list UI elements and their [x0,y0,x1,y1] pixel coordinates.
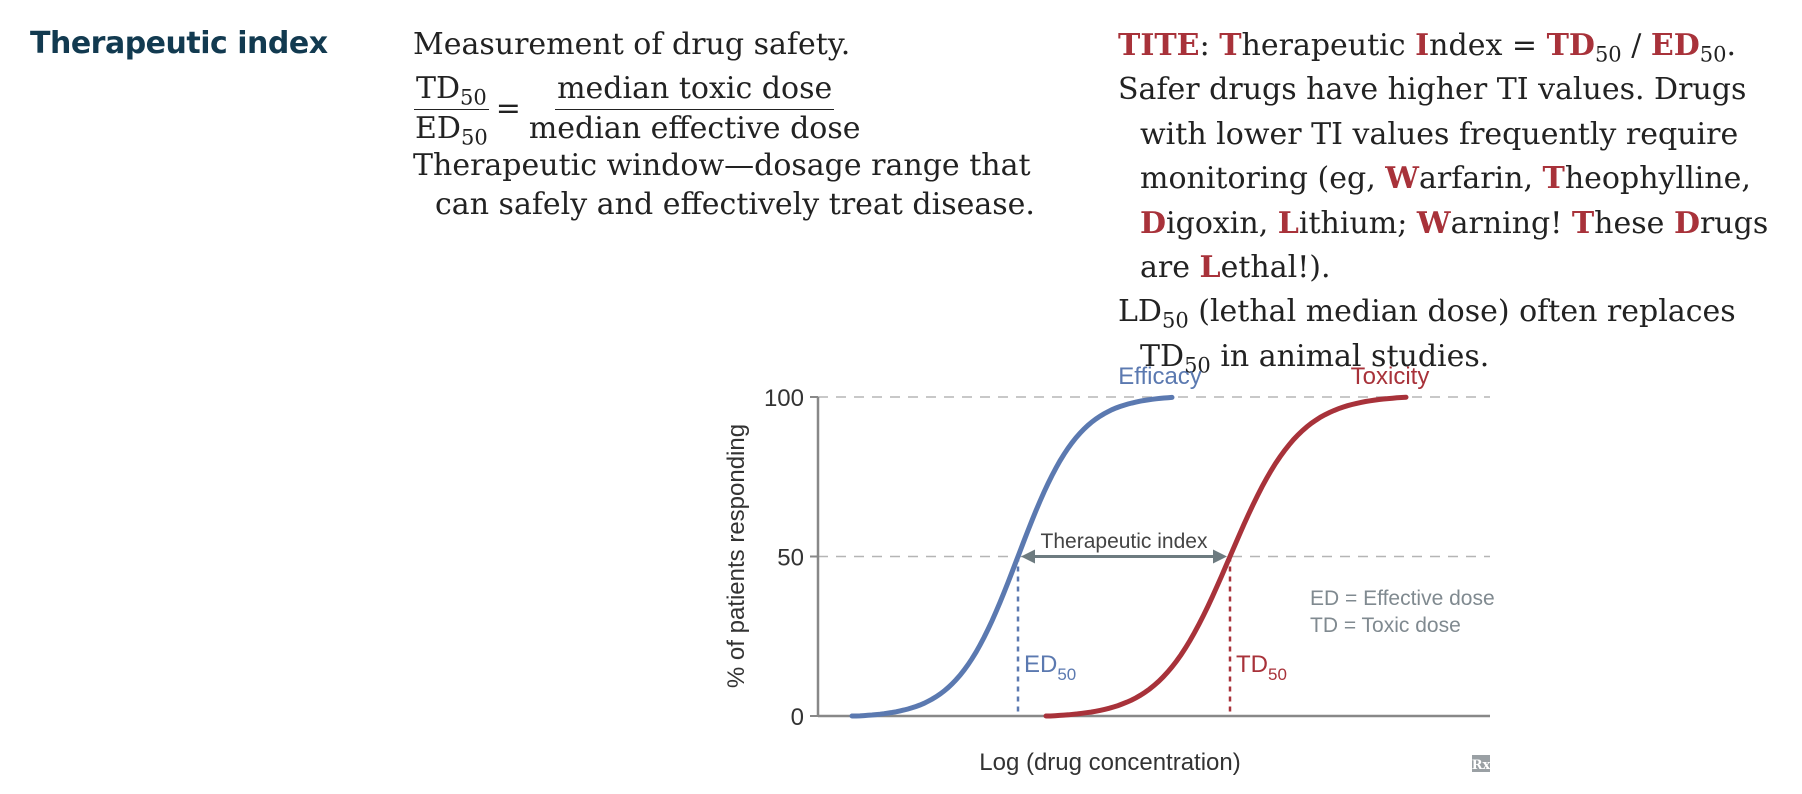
td-symbol: TD [1547,28,1595,63]
text-span: : [1199,28,1220,63]
highlight-letter: I [1415,28,1430,63]
highlight-letter: D [1140,205,1167,241]
curve-efficacy [849,394,1175,719]
dose-fraction: median toxic dose median effective dose [527,71,863,146]
highlight-letter: T [1219,28,1242,63]
ld50-text: LD50 (lethal median dose) often replaces… [1118,290,1798,379]
mnemonic-column: TITE: Therapeutic Index = TD50 / ED50. S… [1118,24,1798,379]
ld-subscript: 50 [1161,308,1189,333]
legend-toxic-dose: TD = Toxic dose [1310,614,1461,637]
td-ed-fraction: TD50 ED50 [413,71,490,149]
text-span: (lethal median dose) often replaces TD [1140,294,1736,374]
midpoint-label-toxicity: TD50 [1236,651,1287,684]
ed-text: ED [1650,28,1700,63]
tite-acronym: TITE [1118,28,1200,63]
series-label-efficacy: Efficacy [1118,363,1202,390]
section-heading: Therapeutic index [30,26,328,61]
text-span: ndex = [1429,28,1547,63]
text-span: arfarin, [1418,161,1543,197]
midpoint-markers: ED50 TD50 [1016,556,1287,716]
td-subscript: 50 [1184,353,1211,378]
legend-effective-dose: ED = Effective dose [1310,587,1495,610]
midpoint-subscript: 50 [1057,665,1076,684]
y-tick-labels: 0 50 100 [764,385,818,731]
td-symbol: TD [415,71,460,106]
chart-grid [818,396,1490,558]
ed-symbol: ED [415,110,461,146]
fraction-numerator: TD50 [413,71,489,110]
text-span: heophylline, [1564,161,1751,197]
therapeutic-index-label: Therapeutic index [1041,530,1208,553]
y-tick-100: 100 [764,385,804,412]
safer-drugs-text: Safer drugs have higher TI values. Drugs… [1118,68,1798,290]
ti-arrow-head-left [1021,549,1035,564]
highlight-letter: W [1416,205,1451,241]
rx-logo [1472,755,1490,772]
y-tick-0: 0 [791,704,804,731]
ed-symbol: ED [1651,28,1700,63]
td-subscript: 50 [1594,42,1622,67]
highlight-letter: L [1277,205,1299,241]
ed-subscript: 50 [460,124,488,149]
therapeutic-window-text: Therapeutic window—dosage range that can… [413,148,1035,222]
highlight-letter: T [1571,205,1595,241]
text-span: arning! [1450,205,1572,241]
text-span: / [1621,28,1651,63]
curves: Efficacy Toxicity [849,363,1430,719]
ti-arrow-head-right [1213,549,1227,564]
median-effective-dose: median effective dose [528,110,861,146]
midpoint-label-efficacy: ED50 [1024,651,1076,684]
series-label-toxicity: Toxicity [1351,363,1430,390]
highlight-letter: T [1542,161,1565,197]
highlight-letter: D [1673,205,1700,241]
tite-line: TITE: Therapeutic Index = TD50 / ED50. [1118,24,1798,68]
td-subscript: 50 [460,85,487,110]
text-span: Safer drugs have higher TI values. Drugs… [1118,72,1747,197]
equals-sign: = [495,91,521,126]
therapeutic-index-arrow [1021,549,1227,564]
y-tick-50: 50 [777,545,804,572]
definition-column: Measurement of drug safety. TD50 ED50 = … [413,24,1063,224]
text-span: hese [1594,205,1674,241]
x-axis-label: Log (drug concentration) [979,749,1241,776]
highlight-letter: L [1199,249,1221,285]
text-span: ethal!). [1220,249,1331,285]
text-span: ithium; [1298,205,1417,241]
text-span: herapeutic [1241,28,1416,63]
rx-logo-text: Rx [1472,758,1491,773]
curve-toxicity [1043,394,1409,719]
ti-formula: TD50 ED50 = median toxic dose median eff… [413,71,1063,149]
midpoint-subscript: 50 [1268,665,1287,684]
intro-text: Measurement of drug safety. [413,27,851,62]
median-toxic-dose: median toxic dose [555,71,835,110]
text-span: . [1726,28,1737,63]
y-axis-label: % of patients responding [723,424,750,688]
ld-symbol: LD [1118,294,1162,330]
fraction-denominator: ED50 [413,110,490,149]
text-span: rugs are [1140,205,1769,285]
text-span: in animal studies. [1210,338,1490,374]
highlight-letter: W [1385,161,1419,197]
ed-subscript: 50 [1699,42,1727,67]
text-span: igoxin, [1166,205,1278,241]
td-text: TD [1546,28,1595,63]
